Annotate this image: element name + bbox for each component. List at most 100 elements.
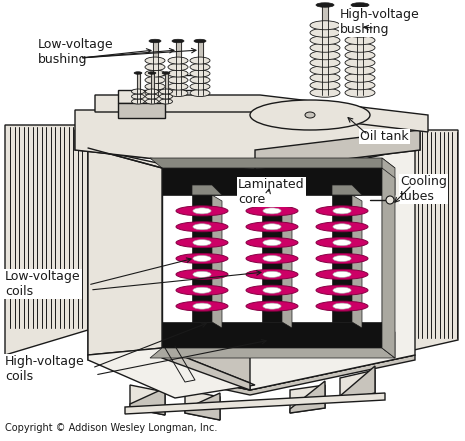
Polygon shape [382,322,395,358]
Polygon shape [370,130,458,360]
Ellipse shape [263,224,281,230]
Ellipse shape [190,57,210,64]
Ellipse shape [345,66,375,75]
Polygon shape [382,158,395,195]
Ellipse shape [345,21,375,30]
Polygon shape [250,148,415,390]
Ellipse shape [310,36,340,45]
Ellipse shape [333,271,351,277]
Ellipse shape [193,303,211,309]
Ellipse shape [316,222,368,232]
Ellipse shape [333,303,351,309]
Ellipse shape [168,83,188,90]
Text: Copyright © Addison Wesley Longman, Inc.: Copyright © Addison Wesley Longman, Inc. [5,423,217,433]
Polygon shape [162,168,382,348]
Ellipse shape [145,77,165,83]
Ellipse shape [246,254,298,264]
Polygon shape [192,195,212,322]
Ellipse shape [345,81,375,90]
Ellipse shape [246,269,298,280]
Ellipse shape [193,287,211,293]
Ellipse shape [316,254,368,264]
Ellipse shape [176,301,228,311]
Ellipse shape [310,43,340,52]
Text: Oil tank: Oil tank [360,130,409,143]
Ellipse shape [246,222,298,232]
Polygon shape [185,393,220,420]
Ellipse shape [263,287,281,293]
Ellipse shape [148,72,156,74]
Polygon shape [332,185,362,195]
Polygon shape [262,195,282,322]
Ellipse shape [194,39,206,43]
Polygon shape [88,330,415,390]
Polygon shape [88,148,162,355]
Polygon shape [382,168,395,358]
Ellipse shape [310,73,340,82]
Ellipse shape [310,66,340,75]
Polygon shape [118,90,165,103]
Ellipse shape [193,239,211,246]
Ellipse shape [310,21,340,30]
Ellipse shape [176,238,228,248]
Polygon shape [150,158,395,168]
Ellipse shape [190,77,210,83]
Polygon shape [150,348,395,358]
Ellipse shape [176,285,228,295]
Ellipse shape [176,254,228,264]
Ellipse shape [190,64,210,71]
Ellipse shape [146,99,159,104]
Ellipse shape [168,90,188,97]
Ellipse shape [176,269,228,280]
Ellipse shape [190,83,210,90]
Text: Cooling
tubes: Cooling tubes [400,175,447,203]
Ellipse shape [159,89,173,94]
Ellipse shape [263,255,281,262]
Polygon shape [185,390,220,420]
Ellipse shape [193,255,211,262]
Text: Low-voltage
bushing: Low-voltage bushing [38,38,113,66]
Ellipse shape [172,39,184,43]
Ellipse shape [263,208,281,214]
Polygon shape [290,385,325,413]
Ellipse shape [333,239,351,246]
Ellipse shape [190,90,210,97]
Ellipse shape [168,77,188,83]
Ellipse shape [193,271,211,277]
Ellipse shape [132,89,145,94]
Ellipse shape [345,36,375,45]
Ellipse shape [145,90,165,97]
Ellipse shape [316,301,368,311]
Ellipse shape [310,58,340,67]
Polygon shape [340,366,375,400]
Ellipse shape [168,57,188,64]
Ellipse shape [316,285,368,295]
Polygon shape [162,348,250,390]
Ellipse shape [386,196,394,204]
Ellipse shape [176,222,228,232]
Ellipse shape [333,255,351,262]
Ellipse shape [250,100,370,130]
Ellipse shape [310,28,340,37]
Ellipse shape [149,39,161,43]
Polygon shape [88,355,415,395]
Text: Laminated
core: Laminated core [238,178,305,206]
Ellipse shape [310,51,340,60]
Ellipse shape [145,83,165,90]
Ellipse shape [193,208,211,214]
Polygon shape [75,110,420,170]
Ellipse shape [159,94,173,99]
Ellipse shape [132,99,145,104]
Ellipse shape [246,301,298,311]
Text: Low-voltage
coils: Low-voltage coils [5,270,80,298]
Polygon shape [290,381,325,413]
Text: High-voltage
coils: High-voltage coils [5,355,85,383]
Polygon shape [282,195,292,328]
Polygon shape [75,130,255,170]
Polygon shape [125,393,385,414]
Ellipse shape [132,94,145,99]
Ellipse shape [145,70,165,77]
Ellipse shape [145,57,165,64]
Ellipse shape [162,72,170,74]
Ellipse shape [168,64,188,71]
